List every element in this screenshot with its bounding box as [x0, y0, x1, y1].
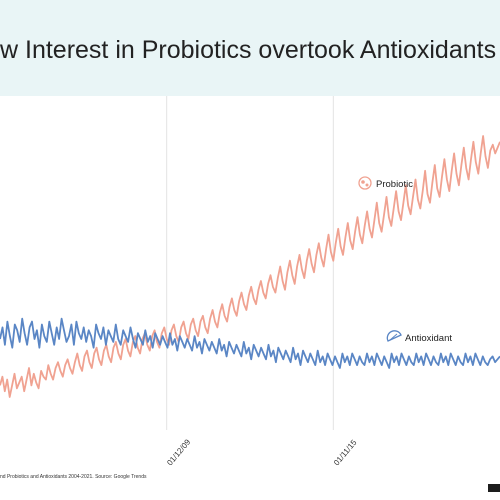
- publisher-logo: [488, 484, 500, 492]
- series-line-probiotic: [0, 135, 500, 398]
- x-tick-label: 01/11/15: [332, 438, 359, 468]
- series-line-antioxidant: [0, 317, 500, 369]
- source-note: nd Probiotics and Antioxidants 2004-2021…: [0, 474, 147, 480]
- title-band: w Interest in Probiotics overtook Antiox…: [0, 0, 500, 96]
- x-tick-label: 01/12/09: [165, 437, 192, 467]
- chart-title: w Interest in Probiotics overtook Antiox…: [0, 36, 497, 64]
- line-chart: 01/12/09 01/11/15 Probiotic Antioxidant: [0, 96, 500, 468]
- series-label-probiotic: Probiotic: [376, 179, 413, 190]
- lemon-slice-icon: [386, 330, 402, 342]
- series-label-antioxidant: Antioxidant: [405, 333, 452, 344]
- bacteria-icon: [358, 176, 372, 190]
